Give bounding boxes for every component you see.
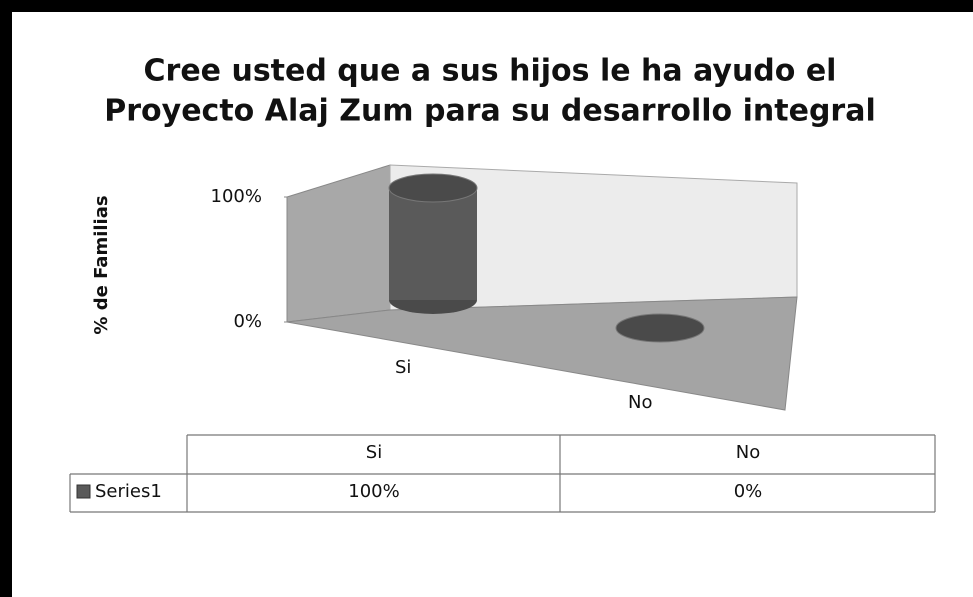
chart-title: Cree usted que a sus hijos le ha ayudo e… <box>144 54 837 89</box>
table-value: 100% <box>348 481 399 502</box>
x-tick-label: Si <box>395 357 411 378</box>
bar-top <box>615 313 705 343</box>
x-tick-label: No <box>628 392 652 413</box>
table-header: Si <box>366 442 382 463</box>
y-tick-label: 0% <box>233 311 262 332</box>
bar <box>389 188 477 300</box>
table-header: No <box>736 442 760 463</box>
data-table: Series1 <box>69 434 936 513</box>
y-tick-label: 100% <box>211 186 262 207</box>
legend-swatch <box>76 484 91 499</box>
y-axis-title: % de Familias <box>91 195 112 334</box>
legend-label: Series1 <box>95 481 162 502</box>
bar-top <box>388 173 478 203</box>
chart-title: Proyecto Alaj Zum para su desarrollo int… <box>104 94 876 129</box>
table-value: 0% <box>734 481 763 502</box>
